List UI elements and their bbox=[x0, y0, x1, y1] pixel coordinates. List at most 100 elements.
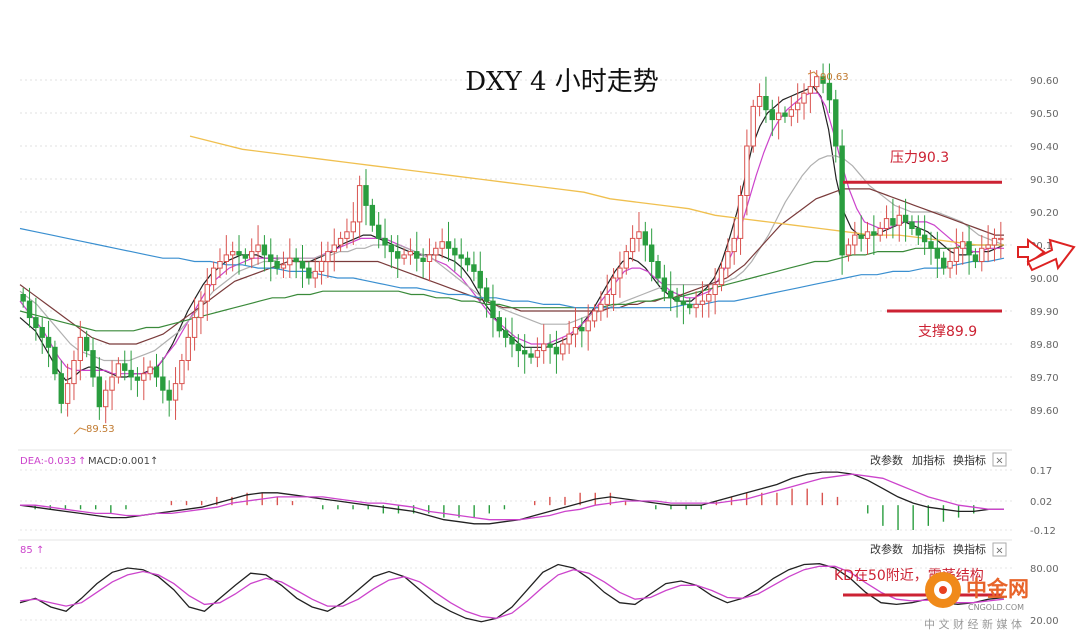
high-label: 90.63 bbox=[820, 72, 849, 83]
kd-annotation: KD在50附近，震荡结构 bbox=[834, 568, 984, 584]
low-label: 89.53 bbox=[86, 424, 115, 435]
candle-body bbox=[940, 257, 947, 269]
candle-body bbox=[210, 267, 217, 286]
macd-histogram bbox=[34, 488, 975, 530]
cngold-logo: 中金网 CNGOLD.COM 中 文 财 经 新 媒 体 bbox=[924, 572, 1029, 631]
macd-close-button[interactable] bbox=[992, 452, 1007, 467]
logo-subtitle: 中 文 财 经 新 媒 体 bbox=[924, 617, 1022, 631]
candle-body bbox=[204, 284, 210, 302]
candle-body bbox=[801, 92, 807, 104]
candle-body bbox=[737, 195, 744, 239]
candle-body bbox=[820, 76, 826, 84]
candle-body bbox=[553, 346, 560, 355]
candle-body bbox=[617, 267, 623, 279]
candle-body bbox=[337, 237, 344, 246]
candle-body bbox=[661, 277, 668, 292]
resistance-annotation: 压力90.3 bbox=[843, 150, 1002, 184]
high-pointer bbox=[807, 71, 819, 77]
candle-body bbox=[960, 241, 966, 249]
kd-change-params-button[interactable]: 改参数 bbox=[870, 542, 903, 556]
candle-body bbox=[401, 254, 407, 259]
candle-body bbox=[623, 251, 629, 269]
candle-body bbox=[534, 350, 541, 358]
candle-body bbox=[706, 294, 712, 302]
candle-body bbox=[356, 185, 363, 223]
candle-body bbox=[103, 389, 109, 408]
candle-body bbox=[572, 327, 579, 335]
candle-body bbox=[839, 145, 845, 256]
candle-body bbox=[883, 218, 890, 230]
candle-body bbox=[45, 336, 52, 348]
price-tick-label: 89.60 bbox=[1030, 406, 1059, 417]
candle-body bbox=[858, 234, 864, 239]
candle-body bbox=[833, 99, 839, 147]
candle-body bbox=[318, 261, 325, 272]
candle-body bbox=[166, 389, 172, 401]
candle-body bbox=[985, 244, 991, 249]
candle-body bbox=[471, 264, 477, 272]
candle-body bbox=[979, 247, 985, 263]
candle-body bbox=[445, 241, 452, 249]
candle-body bbox=[629, 237, 636, 253]
candle-body bbox=[744, 145, 750, 196]
candle-body bbox=[712, 284, 718, 296]
candle-body bbox=[750, 105, 756, 147]
candle-body bbox=[521, 350, 528, 355]
candle-body bbox=[604, 294, 610, 305]
candle-body bbox=[407, 251, 414, 256]
candle-body bbox=[312, 270, 318, 279]
candle-body bbox=[998, 237, 1004, 241]
candle-body bbox=[464, 257, 471, 266]
support-annotation: 支撑89.9 bbox=[887, 309, 1002, 340]
candle-body bbox=[369, 204, 376, 226]
macd-switch-indicator-button[interactable]: 换指标 bbox=[953, 453, 986, 467]
candle-body bbox=[680, 300, 687, 305]
candle-body bbox=[179, 360, 185, 385]
kd-axis: 80.00 20.00 bbox=[20, 564, 1059, 627]
price-tick-label: 89.90 bbox=[1030, 307, 1059, 318]
candle-body bbox=[122, 363, 128, 371]
price-tick-label: 90.10 bbox=[1030, 241, 1059, 252]
candle-body bbox=[528, 353, 534, 358]
kd-switch-indicator-button[interactable]: 换指标 bbox=[953, 542, 986, 556]
kd-add-indicator-button[interactable]: 加指标 bbox=[912, 542, 945, 556]
candle-body bbox=[877, 228, 883, 236]
candle-body bbox=[153, 366, 160, 378]
price-tick-label: 90.40 bbox=[1030, 142, 1059, 153]
candle-body bbox=[731, 237, 737, 253]
candle-body bbox=[363, 185, 369, 206]
macd-change-params-button[interactable]: 改参数 bbox=[870, 453, 903, 467]
kd-close-icon: × bbox=[995, 546, 1003, 557]
candle-body bbox=[268, 254, 274, 262]
chart-title: DXY 4 小时走势 bbox=[465, 67, 659, 97]
kd-close-button[interactable] bbox=[992, 542, 1007, 557]
candle-body bbox=[541, 343, 547, 352]
macd-tick-label: -0.12 bbox=[1030, 526, 1056, 537]
price-tick-label: 90.20 bbox=[1030, 208, 1059, 219]
candle-body bbox=[382, 237, 388, 246]
macd-close-icon: × bbox=[995, 456, 1003, 467]
candle-body bbox=[58, 373, 64, 404]
candle-body bbox=[198, 300, 204, 319]
candle-body bbox=[483, 287, 490, 302]
candle-body bbox=[477, 270, 483, 289]
candle-body bbox=[579, 327, 585, 332]
candle-body bbox=[325, 251, 331, 263]
candlesticks bbox=[20, 63, 1004, 424]
macd-add-indicator-button[interactable]: 加指标 bbox=[912, 453, 945, 467]
ma-line-6 bbox=[19, 227, 1005, 309]
price-tick-label: 90.50 bbox=[1030, 109, 1059, 120]
candle-body bbox=[280, 264, 287, 269]
candle-body bbox=[693, 303, 699, 309]
macd-tick-label: 0.17 bbox=[1030, 466, 1052, 477]
candle-body bbox=[566, 333, 572, 345]
kd-tick-label: 80.00 bbox=[1030, 564, 1059, 575]
candle-body bbox=[274, 261, 280, 269]
low-annotation: 89.53 bbox=[73, 424, 115, 435]
candle-body bbox=[249, 251, 255, 259]
candle-body bbox=[331, 244, 337, 253]
candle-body bbox=[668, 290, 674, 299]
kd-d-line bbox=[19, 565, 1005, 619]
candle-body bbox=[439, 241, 445, 249]
